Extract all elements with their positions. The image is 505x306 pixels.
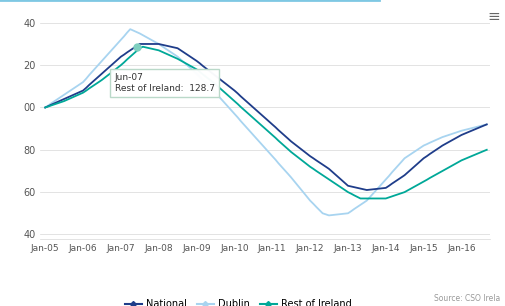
Text: Jun-07
Rest of Ireland:  128.7: Jun-07 Rest of Ireland: 128.7 (115, 73, 215, 92)
Text: Source: CSO Irela: Source: CSO Irela (434, 294, 500, 303)
Legend: National, Dublin, Rest of Ireland: National, Dublin, Rest of Ireland (121, 295, 356, 306)
Text: ≡: ≡ (487, 9, 500, 24)
